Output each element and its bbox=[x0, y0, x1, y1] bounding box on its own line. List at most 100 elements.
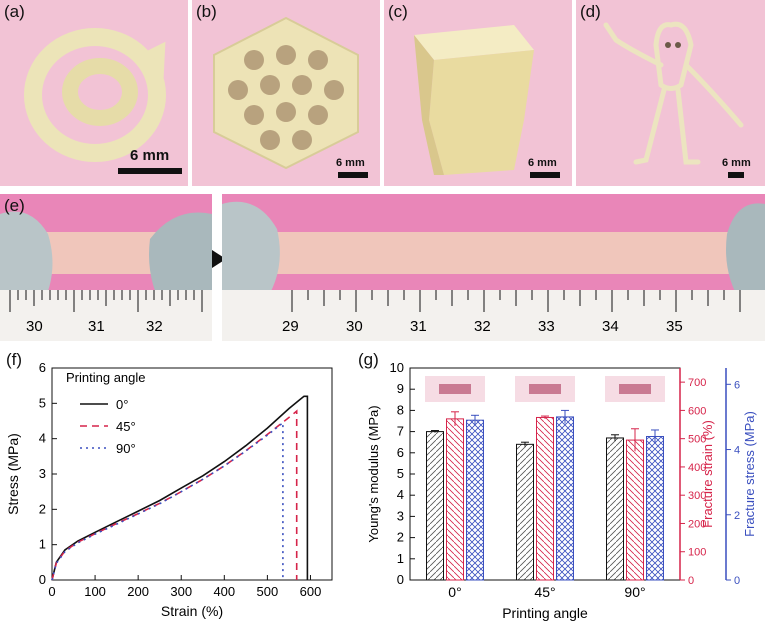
legend-title: Printing angle bbox=[66, 370, 146, 385]
specimen-gauge bbox=[619, 384, 651, 394]
outer-tick-label: 2 bbox=[734, 510, 740, 522]
panel-label-e: (e) bbox=[4, 196, 25, 215]
ruler-right-34: 34 bbox=[602, 318, 619, 335]
series-line bbox=[51, 395, 309, 581]
ruler-right-29: 29 bbox=[282, 318, 299, 335]
legend-entry: 90° bbox=[116, 441, 136, 456]
y-axis-label: Stress (MPa) bbox=[5, 433, 21, 515]
bar bbox=[556, 416, 574, 581]
left-tick-label: 5 bbox=[397, 466, 404, 481]
bar bbox=[426, 431, 444, 581]
right-tick-label: 700 bbox=[688, 377, 706, 389]
ruler-right-33: 33 bbox=[538, 318, 555, 335]
photo-e-left: (e) 30 31 32 bbox=[0, 194, 212, 341]
outer-tick-label: 6 bbox=[734, 379, 740, 391]
bar bbox=[446, 418, 464, 581]
ruler-left-32: 32 bbox=[146, 318, 163, 335]
ruler-left-31: 31 bbox=[88, 318, 105, 335]
left-tick-label: 3 bbox=[397, 508, 404, 523]
stretched-sample-image bbox=[222, 194, 765, 341]
panel-label-d: (d) bbox=[580, 2, 601, 21]
twisted-box-print-image bbox=[414, 25, 534, 175]
bar bbox=[466, 419, 484, 581]
panel-label-f: (f) bbox=[6, 350, 23, 369]
category-label: 90° bbox=[624, 584, 645, 600]
figure-print-image bbox=[603, 21, 744, 165]
panel-label-g: (g) bbox=[358, 350, 379, 369]
x-axis-label: Printing angle bbox=[502, 605, 588, 621]
outer-tick-label: 4 bbox=[734, 445, 740, 457]
left-axis-label: Young's modulus (MPa) bbox=[366, 405, 381, 542]
spiral-print-image bbox=[24, 28, 166, 162]
left-tick-label: 1 bbox=[397, 551, 404, 566]
y-tick-label: 1 bbox=[39, 537, 46, 552]
photo-e-right: 29 30 31 32 33 34 35 bbox=[222, 194, 765, 341]
panel-label-c: (c) bbox=[388, 2, 408, 21]
left-tick-label: 0 bbox=[397, 572, 404, 587]
y-tick-label: 4 bbox=[39, 431, 46, 446]
bar bbox=[626, 439, 644, 581]
ruler-right-32: 32 bbox=[474, 318, 491, 335]
honeycomb-print-image bbox=[213, 16, 359, 170]
y-tick-label: 3 bbox=[39, 466, 46, 481]
left-tick-label: 2 bbox=[397, 530, 404, 545]
right-tick-label: 200 bbox=[688, 518, 706, 530]
x-tick-label: 300 bbox=[170, 584, 192, 599]
scale-text-a: 6 mm bbox=[130, 147, 170, 164]
category-label: 0° bbox=[448, 584, 461, 600]
panel-label-a: (a) bbox=[4, 2, 25, 21]
bar bbox=[606, 437, 624, 581]
right-tick-label: 400 bbox=[688, 462, 706, 474]
photo-b: (b) 6 mm bbox=[192, 0, 380, 186]
left-tick-label: 9 bbox=[397, 381, 404, 396]
left-tick-label: 8 bbox=[397, 402, 404, 417]
scale-bar-b bbox=[338, 172, 368, 178]
right-tick-label: 500 bbox=[688, 434, 706, 446]
unstretched-sample-image bbox=[0, 194, 212, 341]
specimen-gauge bbox=[529, 384, 561, 394]
scale-text-d: 6 mm bbox=[722, 157, 751, 169]
photo-c: (c) 6 mm bbox=[384, 0, 572, 186]
x-tick-label: 0 bbox=[48, 584, 55, 599]
x-tick-label: 200 bbox=[127, 584, 149, 599]
photo-a: (a) 6 mm bbox=[0, 0, 188, 186]
right-tick-label: 300 bbox=[688, 490, 706, 502]
scale-bar-a bbox=[118, 168, 182, 174]
x-tick-label: 500 bbox=[257, 584, 279, 599]
right-tick-label: 600 bbox=[688, 405, 706, 417]
x-tick-label: 100 bbox=[84, 584, 106, 599]
bar bbox=[516, 443, 534, 581]
ruler-right-31: 31 bbox=[410, 318, 427, 335]
right-tick-label: 0 bbox=[688, 575, 694, 587]
y-tick-label: 6 bbox=[39, 360, 46, 375]
plot-frame bbox=[51, 367, 333, 581]
scale-bar-c bbox=[530, 172, 560, 178]
legend-entry: 0° bbox=[116, 397, 128, 412]
ruler-right-35: 35 bbox=[666, 318, 683, 335]
category-label: 45° bbox=[534, 584, 555, 600]
x-axis-label: Strain (%) bbox=[161, 603, 223, 619]
outer-axis-label: Fracture stress (MPa) bbox=[742, 411, 757, 537]
right-tick-label: 100 bbox=[688, 547, 706, 559]
left-tick-label: 7 bbox=[397, 424, 404, 439]
panel-label-b: (b) bbox=[196, 2, 217, 21]
stress-strain-chart: 0 100 200 300 400 500 600 0 1 2 3 4 5 6 Strain (%) Stre… bbox=[5, 360, 333, 619]
series-line bbox=[51, 421, 284, 581]
bar bbox=[646, 435, 664, 581]
scale-text-b: 6 mm bbox=[336, 157, 365, 169]
scale-bar-d bbox=[728, 172, 744, 178]
series-line bbox=[51, 409, 298, 581]
left-tick-label: 4 bbox=[397, 487, 404, 502]
y-tick-label: 2 bbox=[39, 501, 46, 516]
right-axis-label: Fracture strain (%) bbox=[700, 420, 715, 528]
mechanical-properties-bar-chart: 0 1 2 3 4 5 6 7 8 9 10 Young's modulus (MPa) 0 100 200… bbox=[366, 360, 757, 621]
scale-text-c: 6 mm bbox=[528, 157, 557, 169]
x-tick-label: 400 bbox=[213, 584, 235, 599]
x-tick-label: 600 bbox=[300, 584, 322, 599]
photo-d: (d) 6 mm bbox=[576, 0, 765, 186]
ruler-right-30: 30 bbox=[346, 318, 363, 335]
ruler-left-30: 30 bbox=[26, 318, 43, 335]
specimen-gauge bbox=[439, 384, 471, 394]
left-tick-label: 10 bbox=[390, 360, 404, 375]
y-tick-label: 0 bbox=[39, 572, 46, 587]
